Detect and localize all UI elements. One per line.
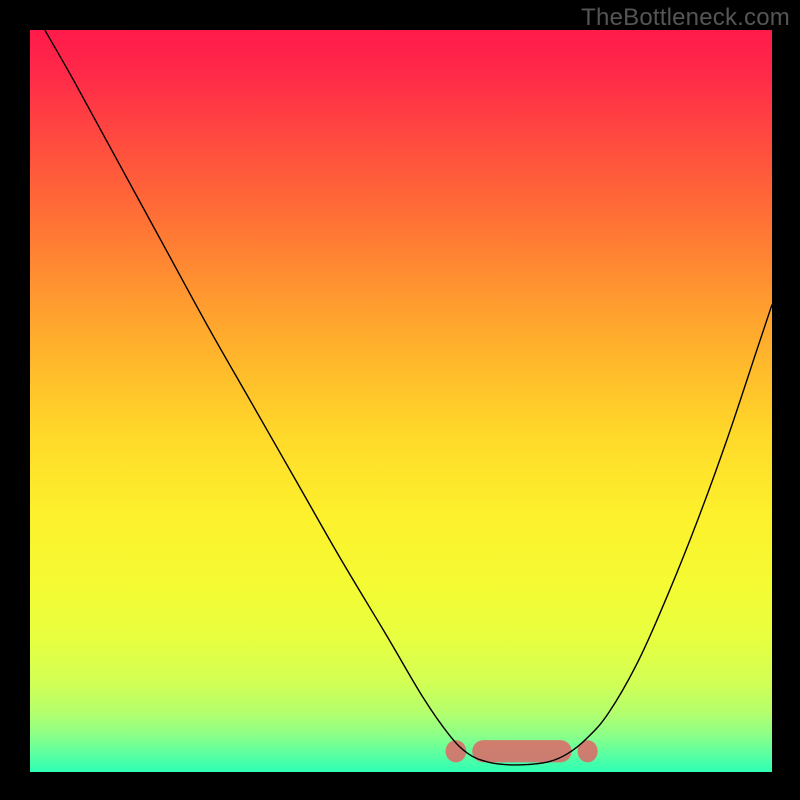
chart-stage: TheBottleneck.com [0, 0, 800, 800]
watermark-text: TheBottleneck.com [581, 4, 790, 32]
bottleneck-curve-chart [0, 0, 800, 800]
